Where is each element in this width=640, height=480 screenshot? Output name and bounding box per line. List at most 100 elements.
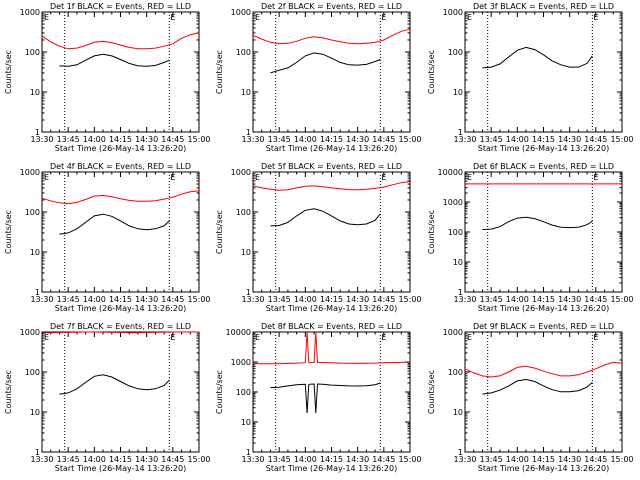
lld-rate-line	[41, 190, 200, 205]
lld-rate-line	[41, 331, 199, 334]
y-tick-label: 1000	[231, 168, 251, 177]
y-tick-label: 1000	[20, 328, 40, 337]
x-tick-label: 15:00	[398, 295, 421, 304]
x-axis-label: Start Time (26-May-14 13:26:20)	[55, 304, 186, 313]
flag-label: E	[467, 173, 472, 182]
y-tick-label: 10	[241, 248, 251, 257]
y-tick-label: 1000	[443, 8, 463, 17]
plot-frame	[464, 171, 623, 293]
x-tick-label: 14:45	[584, 455, 607, 464]
y-tick-label: 100	[236, 48, 251, 57]
plot-frame	[464, 331, 623, 453]
y-tick-label: 10	[453, 258, 463, 267]
panel-det-9: Det 9f BLACK = Events, RED = LLD 1 10 100 10…	[427, 322, 634, 473]
y-tick-label: 1	[246, 288, 251, 297]
panel-det-4: Det 4f BLACK = Events, RED = LLD 1 10 100 10…	[4, 162, 211, 313]
x-axis-label: Start Time (26-May-14 13:26:20)	[478, 144, 609, 153]
flag-label: E	[170, 173, 175, 182]
y-tick-label: 1	[246, 448, 251, 457]
panel-det-2: Det 2f BLACK = Events, RED = LLD 1 10 100 10…	[215, 2, 422, 153]
events-rate-line	[59, 213, 170, 235]
y-tick-label: 100	[448, 368, 463, 377]
x-tick-label: 14:00	[506, 455, 529, 464]
x-tick-label: 14:30	[346, 455, 369, 464]
x-tick-label: 14:00	[83, 455, 106, 464]
y-tick-label: 100	[25, 208, 40, 217]
y-tick-label: 10	[241, 418, 251, 427]
y-axis-label: Counts/sec	[215, 50, 224, 94]
y-tick-label: 1000	[231, 8, 251, 17]
events-rate-line	[270, 52, 381, 74]
panel-det-5: Det 5f BLACK = Events, RED = LLD 1 10 100 10…	[215, 162, 422, 313]
x-tick-label: 13:45	[268, 295, 291, 304]
x-tick-label: 14:15	[532, 295, 555, 304]
panel-title: Det 6f BLACK = Events, RED = LLD	[473, 162, 614, 171]
panel-title: Det 2f BLACK = Events, RED = LLD	[261, 2, 402, 11]
y-tick-label: 10	[30, 408, 40, 417]
x-tick-label: 14:15	[320, 295, 343, 304]
x-tick-label: 14:30	[135, 135, 158, 144]
x-tick-label: 13:45	[480, 455, 503, 464]
panel-title: Det 1f BLACK = Events, RED = LLD	[50, 2, 191, 11]
lld-rate-line	[464, 361, 623, 378]
y-tick-label: 10000	[438, 168, 463, 177]
flag-label: E	[255, 333, 260, 342]
x-axis-label: Start Time (26-May-14 13:26:20)	[55, 144, 186, 153]
y-tick-label: 10	[30, 88, 40, 97]
panel-title: Det 5f BLACK = Events, RED = LLD	[261, 162, 402, 171]
y-tick-label: 100	[25, 48, 40, 57]
plot-frame	[41, 171, 200, 293]
x-tick-label: 14:15	[532, 135, 555, 144]
flag-label: E	[593, 173, 598, 182]
plot-frame	[252, 331, 411, 453]
flag-label: E	[467, 333, 472, 342]
flag-label: E	[44, 173, 49, 182]
x-tick-label: 13:45	[268, 455, 291, 464]
y-tick-label: 1	[35, 128, 40, 137]
x-tick-label: 14:00	[294, 295, 317, 304]
x-tick-label: 15:00	[187, 455, 210, 464]
events-rate-line	[59, 374, 170, 395]
y-axis-label: Counts/sec	[4, 210, 13, 254]
x-tick-label: 13:45	[480, 135, 503, 144]
plot-frame	[41, 331, 200, 453]
y-tick-label: 100	[236, 388, 251, 397]
x-tick-label: 14:30	[558, 455, 581, 464]
x-tick-label: 13:30	[453, 455, 476, 464]
x-tick-label: 13:30	[30, 295, 53, 304]
y-tick-label: 1	[35, 448, 40, 457]
x-tick-label: 14:00	[506, 135, 529, 144]
y-tick-label: 1000	[20, 8, 40, 17]
x-tick-label: 13:30	[241, 135, 264, 144]
y-tick-label: 1000	[20, 168, 40, 177]
panel-title: Det 9f BLACK = Events, RED = LLD	[473, 322, 614, 331]
x-tick-label: 14:30	[135, 455, 158, 464]
flag-label: E	[593, 333, 598, 342]
x-tick-label: 14:30	[135, 295, 158, 304]
y-axis-label: Counts/sec	[427, 210, 436, 254]
flag-label: E	[381, 13, 386, 22]
y-axis-label: Counts/sec	[4, 50, 13, 94]
x-tick-label: 15:00	[398, 135, 421, 144]
x-axis-label: Start Time (26-May-14 13:26:20)	[266, 464, 397, 473]
lld-rate-line	[252, 181, 411, 191]
y-tick-label: 100	[448, 48, 463, 57]
x-axis-label: Start Time (26-May-14 13:26:20)	[55, 464, 186, 473]
flag-label: E	[381, 333, 386, 342]
x-tick-label: 14:00	[294, 455, 317, 464]
x-tick-label: 14:30	[346, 295, 369, 304]
x-tick-label: 14:45	[584, 295, 607, 304]
x-tick-label: 14:30	[558, 295, 581, 304]
panel-title: Det 3f BLACK = Events, RED = LLD	[473, 2, 614, 11]
y-tick-label: 10	[453, 88, 463, 97]
x-tick-label: 14:15	[320, 135, 343, 144]
flag-label: E	[170, 13, 175, 22]
y-tick-label: 1000	[443, 198, 463, 207]
x-axis-label: Start Time (26-May-14 13:26:20)	[266, 304, 397, 313]
x-tick-label: 14:15	[109, 135, 132, 144]
x-tick-label: 14:45	[161, 455, 184, 464]
flag-label: E	[381, 173, 386, 182]
flag-label: E	[170, 333, 175, 342]
flag-label: E	[593, 13, 598, 22]
y-axis-label: Counts/sec	[427, 370, 436, 414]
